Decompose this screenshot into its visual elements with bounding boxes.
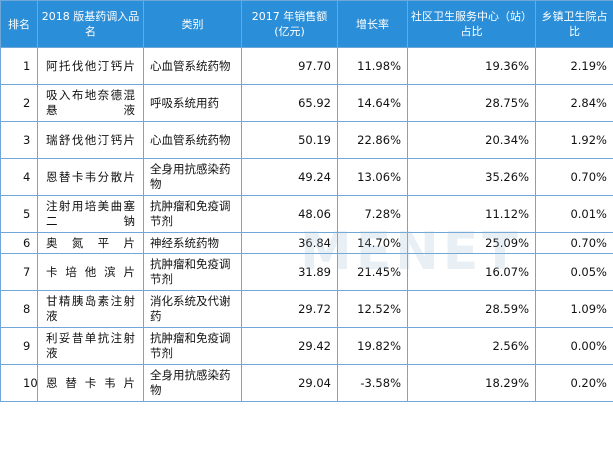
table-row: 6 奥氮平片 神经系统药物 36.84 14.70% 25.09% 0.70%	[0, 232, 613, 254]
cell-rank: 8	[0, 290, 38, 328]
cell-sales: 36.84	[241, 232, 338, 254]
cell-community-share: 28.75%	[407, 84, 536, 122]
cell-township-share: 1.92%	[535, 121, 613, 159]
table-row: 4 恩替卡韦分散片 全身用抗感染药物 49.24 13.06% 35.26% 0…	[0, 158, 613, 196]
header-growth: 增长率	[337, 0, 408, 48]
cell-drug-name: 奥氮平片	[37, 232, 144, 254]
cell-drug-name: 甘精胰岛素注射液	[37, 290, 144, 328]
header-rank: 排名	[0, 0, 38, 48]
cell-township-share: 0.01%	[535, 195, 613, 233]
cell-township-share: 0.05%	[535, 253, 613, 291]
cell-township-share: 2.84%	[535, 84, 613, 122]
cell-community-share: 11.12%	[407, 195, 536, 233]
drug-sales-table: 排名 2018 版基药调入品名 类别 2017 年销售额(亿元) 增长率 社区卫…	[0, 0, 613, 402]
header-drug-name: 2018 版基药调入品名	[37, 0, 144, 48]
cell-community-share: 16.07%	[407, 253, 536, 291]
cell-drug-name: 恩替卡韦片	[37, 364, 144, 402]
cell-category: 神经系统药物	[143, 232, 242, 254]
cell-category: 全身用抗感染药物	[143, 364, 242, 402]
cell-township-share: 0.20%	[535, 364, 613, 402]
table-row: 2 吸入布地奈德混悬液 呼吸系统用药 65.92 14.64% 28.75% 2…	[0, 84, 613, 122]
cell-rank: 5	[0, 195, 38, 233]
cell-sales: 50.19	[241, 121, 338, 159]
table-row: 1 阿托伐他汀钙片 心血管系统药物 97.70 11.98% 19.36% 2.…	[0, 47, 613, 85]
cell-drug-name: 卡培他滨片	[37, 253, 144, 291]
cell-sales: 48.06	[241, 195, 338, 233]
cell-township-share: 0.00%	[535, 327, 613, 365]
cell-category: 抗肿瘤和免疫调节剂	[143, 327, 242, 365]
cell-sales: 31.89	[241, 253, 338, 291]
cell-drug-name: 恩替卡韦分散片	[37, 158, 144, 196]
table-row: 7 卡培他滨片 抗肿瘤和免疫调节剂 31.89 21.45% 16.07% 0.…	[0, 253, 613, 291]
cell-growth: 11.98%	[337, 47, 408, 85]
cell-growth: 14.70%	[337, 232, 408, 254]
cell-township-share: 1.09%	[535, 290, 613, 328]
cell-sales: 65.92	[241, 84, 338, 122]
cell-drug-name: 吸入布地奈德混悬液	[37, 84, 144, 122]
cell-growth: 13.06%	[337, 158, 408, 196]
cell-rank: 3	[0, 121, 38, 159]
cell-rank: 9	[0, 327, 38, 365]
cell-sales: 29.04	[241, 364, 338, 402]
table-row: 5 注射用培美曲塞二钠 抗肿瘤和免疫调节剂 48.06 7.28% 11.12%…	[0, 195, 613, 233]
cell-community-share: 25.09%	[407, 232, 536, 254]
cell-category: 抗肿瘤和免疫调节剂	[143, 253, 242, 291]
cell-rank: 1	[0, 47, 38, 85]
header-category: 类别	[143, 0, 242, 48]
cell-community-share: 18.29%	[407, 364, 536, 402]
cell-category: 心血管系统药物	[143, 121, 242, 159]
cell-category: 全身用抗感染药物	[143, 158, 242, 196]
cell-rank: 10	[0, 364, 38, 402]
cell-growth: 7.28%	[337, 195, 408, 233]
header-sales: 2017 年销售额(亿元)	[241, 0, 338, 48]
cell-growth: 19.82%	[337, 327, 408, 365]
cell-growth: 14.64%	[337, 84, 408, 122]
cell-township-share: 0.70%	[535, 232, 613, 254]
cell-category: 消化系统及代谢药	[143, 290, 242, 328]
cell-drug-name: 利妥昔单抗注射液	[37, 327, 144, 365]
cell-rank: 4	[0, 158, 38, 196]
cell-growth: 21.45%	[337, 253, 408, 291]
table-row: 9 利妥昔单抗注射液 抗肿瘤和免疫调节剂 29.42 19.82% 2.56% …	[0, 327, 613, 365]
table-row: 8 甘精胰岛素注射液 消化系统及代谢药 29.72 12.52% 28.59% …	[0, 290, 613, 328]
cell-rank: 2	[0, 84, 38, 122]
cell-township-share: 2.19%	[535, 47, 613, 85]
cell-growth: 22.86%	[337, 121, 408, 159]
cell-sales: 97.70	[241, 47, 338, 85]
cell-sales: 49.24	[241, 158, 338, 196]
cell-drug-name: 阿托伐他汀钙片	[37, 47, 144, 85]
cell-growth: 12.52%	[337, 290, 408, 328]
cell-community-share: 19.36%	[407, 47, 536, 85]
cell-drug-name: 注射用培美曲塞二钠	[37, 195, 144, 233]
cell-community-share: 35.26%	[407, 158, 536, 196]
cell-township-share: 0.70%	[535, 158, 613, 196]
cell-sales: 29.42	[241, 327, 338, 365]
cell-growth: -3.58%	[337, 364, 408, 402]
cell-rank: 7	[0, 253, 38, 291]
cell-community-share: 28.59%	[407, 290, 536, 328]
cell-category: 心血管系统药物	[143, 47, 242, 85]
cell-category: 呼吸系统用药	[143, 84, 242, 122]
header-community-share: 社区卫生服务中心（站）占比	[407, 0, 536, 48]
cell-category: 抗肿瘤和免疫调节剂	[143, 195, 242, 233]
cell-community-share: 20.34%	[407, 121, 536, 159]
table-row: 3 瑞舒伐他汀钙片 心血管系统药物 50.19 22.86% 20.34% 1.…	[0, 121, 613, 159]
table-header-row: 排名 2018 版基药调入品名 类别 2017 年销售额(亿元) 增长率 社区卫…	[0, 0, 613, 48]
cell-rank: 6	[0, 232, 38, 254]
cell-sales: 29.72	[241, 290, 338, 328]
cell-drug-name: 瑞舒伐他汀钙片	[37, 121, 144, 159]
header-township-share: 乡镇卫生院占比	[535, 0, 613, 48]
table-row: 10 恩替卡韦片 全身用抗感染药物 29.04 -3.58% 18.29% 0.…	[0, 364, 613, 402]
cell-community-share: 2.56%	[407, 327, 536, 365]
